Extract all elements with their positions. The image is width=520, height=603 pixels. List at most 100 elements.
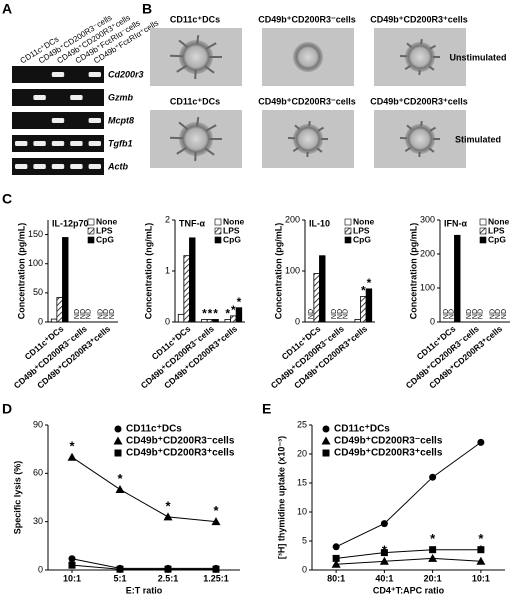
significance: *	[202, 307, 207, 321]
nd-label: ND	[342, 309, 349, 319]
micrograph-title: CD49b⁺CD200R3⁺cells	[370, 14, 468, 24]
significance: *	[430, 531, 436, 546]
y-tick-label: 200	[420, 248, 435, 258]
dendrite	[178, 39, 189, 48]
significance: *	[208, 307, 213, 321]
dendrite	[316, 147, 323, 153]
y-tick-label: 2	[165, 214, 170, 224]
gel-band	[70, 141, 83, 146]
legend-label: CD49b⁺CD200R3⁻cells	[126, 436, 235, 447]
significance: *	[225, 307, 230, 321]
bar	[360, 296, 367, 323]
nd-label: ND	[501, 309, 508, 319]
nd-label: ND	[74, 309, 81, 319]
cell	[405, 124, 435, 154]
legend-label: None	[488, 216, 510, 226]
significance: *	[367, 276, 372, 290]
bar	[177, 313, 185, 323]
significance: *	[231, 303, 236, 317]
y-tick-label: 0	[430, 316, 435, 326]
x-axis-label: CD4⁺T:APC ratio	[373, 585, 445, 595]
x-tick-label: 80:1	[327, 573, 345, 583]
marker	[477, 438, 485, 446]
y-tick-label: 10	[297, 506, 307, 516]
marker	[211, 517, 221, 526]
y-tick-label: 0	[165, 316, 170, 326]
y-axis-label: Concentration (pg/mL)	[273, 223, 283, 320]
y-axis-label: Concentration (pg/mL)	[16, 223, 26, 320]
significance: *	[361, 284, 366, 298]
marker	[163, 512, 173, 521]
dendrite	[294, 124, 301, 130]
chart-title: IL-12p70	[52, 218, 89, 228]
y-tick-label: 15	[297, 477, 307, 487]
dendrite	[170, 54, 184, 58]
y-tick-label: 25	[297, 419, 307, 429]
x-tick-label: 20:1	[424, 573, 442, 583]
x-tick-label: 10:1	[472, 573, 490, 583]
dendrite	[196, 116, 200, 127]
marker	[332, 543, 340, 551]
gel-band	[51, 72, 65, 77]
y-tick-label: 30	[33, 516, 43, 526]
gene-label: Actb	[107, 161, 129, 171]
legend-swatch	[344, 236, 352, 244]
legend-label: CD11c⁺DCs	[334, 424, 390, 435]
gene-label: Cd200r3	[108, 69, 144, 79]
nd-label: ND	[490, 309, 497, 319]
legend-label: LPS	[223, 225, 240, 235]
marker	[116, 565, 124, 573]
marker	[332, 554, 340, 562]
bar	[365, 288, 373, 323]
y-tick-label: 100	[28, 258, 43, 268]
bar	[50, 318, 58, 323]
significance: *	[69, 439, 75, 454]
legend-label: None	[96, 216, 118, 226]
bar	[319, 255, 326, 323]
gel-band	[15, 141, 28, 146]
marker	[115, 484, 125, 493]
gel-band	[88, 164, 101, 169]
significance: *	[478, 531, 484, 546]
marker	[476, 556, 486, 565]
line	[335, 441, 482, 548]
chart-title: TNF-α	[179, 218, 205, 228]
x-tick-label: 40:1	[375, 573, 393, 583]
gel-strip	[12, 89, 104, 106]
gene-label: Mcpt8	[108, 115, 134, 125]
marker	[331, 559, 341, 568]
dendrite	[428, 65, 435, 71]
legend-label: CpG	[96, 234, 114, 244]
marker	[322, 425, 330, 433]
cell	[293, 42, 323, 72]
dendrite	[406, 42, 413, 48]
legend-swatch	[87, 227, 95, 235]
y-tick-label: 100	[285, 265, 300, 275]
marker	[429, 546, 437, 554]
y-tick-label: 300	[420, 214, 435, 224]
significance: *	[117, 471, 123, 486]
legend-swatch	[344, 218, 352, 226]
bar	[313, 273, 320, 323]
marker	[164, 565, 172, 573]
dendrite	[429, 44, 437, 50]
x-tick-label: 1.25:1	[203, 573, 229, 583]
marker	[212, 565, 220, 573]
legend-label: None	[223, 216, 245, 226]
y-tick-label: 0	[302, 564, 307, 574]
y-axis-label: Specific lysis (%)	[12, 461, 22, 535]
nd-label: ND	[109, 309, 116, 319]
y-tick-label: 0	[38, 564, 43, 574]
bar	[183, 255, 190, 323]
line	[71, 456, 217, 523]
dendrite	[176, 146, 187, 155]
legend-label: LPS	[488, 225, 505, 235]
line	[336, 549, 481, 559]
line	[71, 564, 216, 570]
dendrite	[404, 146, 411, 152]
cell	[293, 124, 323, 154]
bar	[235, 307, 243, 323]
marker	[114, 425, 122, 433]
nd-label: ND	[472, 309, 479, 319]
